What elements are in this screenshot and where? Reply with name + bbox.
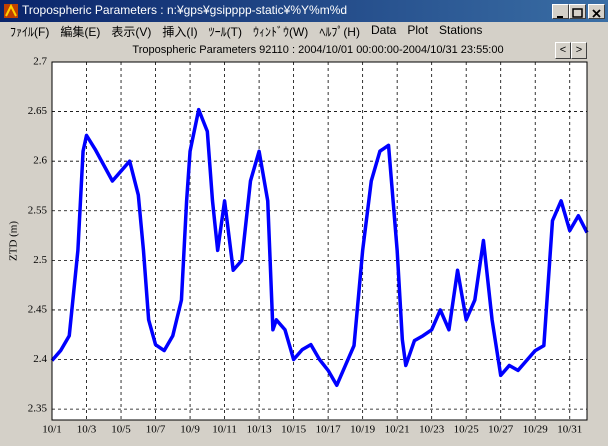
prev-button[interactable]: <	[555, 42, 571, 59]
x-tick-label: 10/11	[212, 424, 237, 436]
menu-item[interactable]: ﾌｧｲﾙ(F)	[10, 25, 50, 39]
y-tick-label: 2.65	[28, 105, 48, 117]
x-tick-label: 10/23	[419, 424, 445, 436]
close-button[interactable]	[588, 4, 605, 19]
menu-item[interactable]: 編集(E)	[60, 25, 101, 39]
x-tick-label: 10/21	[385, 424, 410, 436]
menu-item[interactable]: Plot	[407, 23, 429, 37]
x-tick-label: 10/9	[180, 424, 200, 436]
menu-item[interactable]: ｳｨﾝﾄﾞｳ(W)	[252, 25, 309, 39]
x-tick-label: 10/27	[488, 424, 514, 436]
y-tick-label: 2.55	[28, 204, 48, 216]
menu-item[interactable]: 挿入(I)	[162, 25, 198, 39]
next-button[interactable]: >	[571, 42, 587, 59]
x-tick-label: 10/17	[316, 424, 342, 436]
chart-title: Tropospheric Parameters 92110 : 2004/10/…	[132, 44, 503, 56]
x-tick-label: 10/5	[111, 424, 131, 436]
menu-item[interactable]: ﾍﾙﾌﾟ(H)	[319, 25, 360, 39]
x-tick-label: 10/25	[454, 424, 480, 436]
menu-item[interactable]: ﾂｰﾙ(T)	[208, 25, 242, 39]
menu-item[interactable]: Stations	[439, 23, 483, 37]
y-tick-label: 2.6	[33, 155, 47, 167]
x-tick-label: 10/19	[350, 424, 376, 436]
minimize-button[interactable]	[552, 4, 569, 19]
menu-item[interactable]: Data	[370, 23, 397, 37]
y-tick-label: 2.35	[28, 403, 48, 415]
x-tick-label: 10/1	[42, 424, 62, 436]
y-tick-label: 2.45	[28, 303, 48, 315]
window-title: Tropospheric Parameters : n:¥gps¥gsipppp…	[22, 3, 348, 17]
y-tick-label: 2.7	[33, 56, 47, 68]
x-tick-label: 10/13	[247, 424, 273, 436]
app-icon	[4, 4, 18, 18]
menu-item[interactable]: 表示(V)	[111, 25, 152, 39]
y-tick-label: 2.5	[33, 254, 47, 266]
x-tick-label: 10/29	[523, 424, 549, 436]
x-tick-label: 10/15	[281, 424, 307, 436]
y-axis-label: ZTD (m)	[8, 221, 20, 261]
title-bar: Tropospheric Parameters : n:¥gps¥gsipppp…	[0, 0, 608, 22]
plot-area	[52, 62, 587, 420]
menu-bar: ﾌｧｲﾙ(F) 編集(E) 表示(V) 挿入(I) ﾂｰﾙ(T) ｳｨﾝﾄﾞｳ(W) ﾍﾙﾌ…	[4, 23, 487, 41]
y-tick-label: 2.4	[33, 353, 47, 365]
x-tick-label: 10/31	[557, 424, 582, 436]
maximize-button[interactable]	[569, 4, 586, 19]
x-tick-label: 10/7	[146, 424, 166, 436]
x-tick-label: 10/3	[77, 424, 97, 436]
plot-frame	[51, 61, 588, 421]
data-line	[50, 107, 589, 388]
